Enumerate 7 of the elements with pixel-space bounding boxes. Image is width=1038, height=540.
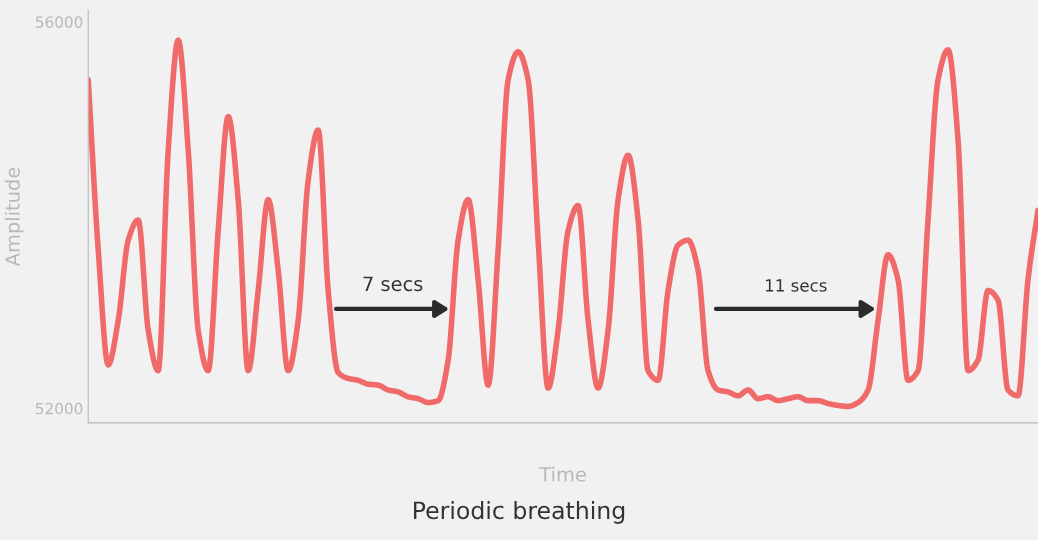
- y-axis-title: Amplitude: [4, 167, 24, 267]
- x-axis-title: Time: [539, 466, 586, 482]
- y-tick-label: 52000: [35, 402, 83, 415]
- text: Periodic breathing: [414, 500, 625, 524]
- y-tick-label: 56000: [35, 16, 83, 28]
- annotation: 11 secs: [765, 279, 827, 292]
- annotation: 7 secs: [363, 276, 423, 292]
